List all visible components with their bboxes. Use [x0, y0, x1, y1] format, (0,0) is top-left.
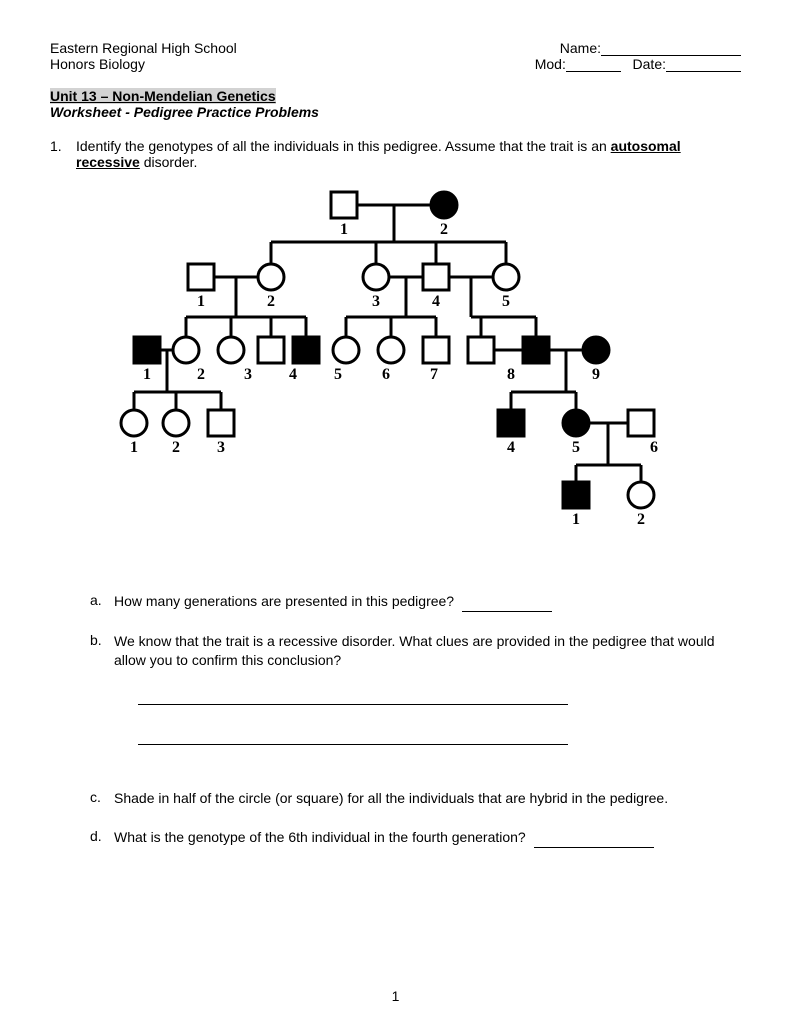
worksheet-title: Worksheet - Pedigree Practice Problems — [50, 104, 319, 120]
school-name: Eastern Regional High School — [50, 40, 237, 56]
label-g2-4: 4 — [432, 293, 440, 310]
date-blank[interactable] — [666, 58, 741, 72]
label-g1-2: 2 — [440, 221, 448, 238]
unit-title: Unit 13 – Non-Mendelian Genetics — [50, 88, 276, 104]
header-row-2: Honors Biology Mod: Date: — [50, 56, 741, 72]
label-g4-5: 5 — [572, 439, 580, 456]
label-g5-2: 2 — [637, 511, 645, 528]
subq-d: d. What is the genotype of the 6th indiv… — [90, 828, 741, 848]
label-g3-4: 4 — [289, 366, 297, 383]
subq-c: c. Shade in half of the circle (or squar… — [90, 789, 741, 809]
section-title: Unit 13 – Non-Mendelian Genetics Workshe… — [50, 88, 741, 120]
answer-b-line1[interactable] — [138, 689, 568, 705]
label-g3-8: 8 — [507, 366, 515, 383]
label-g4-2: 2 — [172, 439, 180, 456]
answer-b-line2[interactable] — [138, 729, 568, 745]
label-g2-3: 3 — [372, 293, 380, 310]
page-number: 1 — [392, 988, 400, 1004]
label-g1-1: 1 — [340, 221, 348, 238]
subq-b: b. We know that the trait is a recessive… — [90, 632, 741, 769]
q1-number: 1. — [50, 138, 76, 170]
label-g4-1: 1 — [130, 439, 138, 456]
label-g3-2: 2 — [197, 366, 205, 383]
label-g4-3: 3 — [217, 439, 225, 456]
pedigree-diagram: 1 2 1 2 3 4 5 1 2 3 4 5 6 7 8 9 1 2 3 4 … — [116, 182, 676, 552]
course-name: Honors Biology — [50, 56, 145, 72]
mod-blank[interactable] — [566, 58, 621, 72]
label-g2-5: 5 — [502, 293, 510, 310]
label-g3-6: 6 — [382, 366, 390, 383]
label-g3-1: 1 — [143, 366, 151, 383]
answer-d-blank[interactable] — [534, 834, 654, 848]
label-g4-4: 4 — [507, 439, 515, 456]
label-g3-7: 7 — [430, 366, 438, 383]
q1-text: Identify the genotypes of all the indivi… — [76, 138, 741, 170]
label-g3-5: 5 — [334, 366, 342, 383]
mod-date-field: Mod: Date: — [535, 56, 741, 72]
label-g2-1: 1 — [197, 293, 205, 310]
question-1: 1. Identify the genotypes of all the ind… — [50, 138, 741, 170]
sub-questions: a. How many generations are presented in… — [90, 592, 741, 848]
subq-a: a. How many generations are presented in… — [90, 592, 741, 612]
label-g4-6: 6 — [650, 439, 658, 456]
header-row-1: Eastern Regional High School Name: — [50, 40, 741, 56]
answer-a-blank[interactable] — [462, 598, 552, 612]
label-g3-3: 3 — [244, 366, 252, 383]
label-g3-9: 9 — [592, 366, 600, 383]
label-g5-1: 1 — [572, 511, 580, 528]
name-blank[interactable] — [601, 42, 741, 56]
name-field: Name: — [560, 40, 741, 56]
label-g2-2: 2 — [267, 293, 275, 310]
